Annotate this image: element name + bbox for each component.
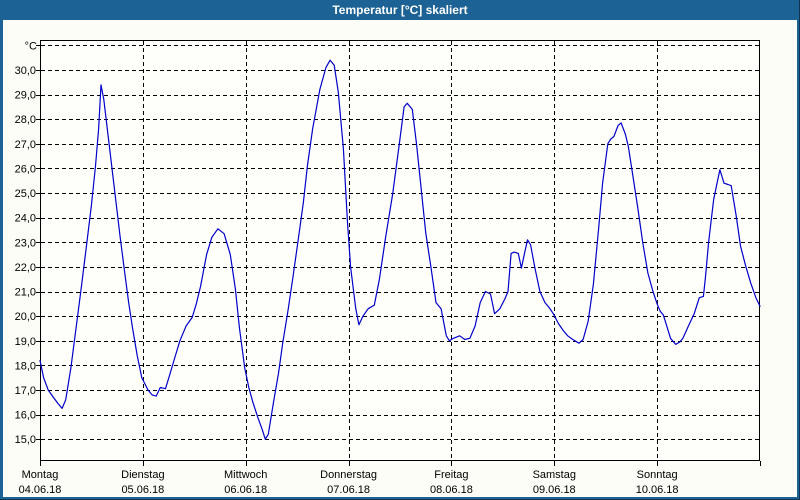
y-tick-label: 17,0 [15, 385, 36, 397]
y-tick-label: 16,0 [15, 410, 36, 422]
y-tick-label: 27,0 [15, 139, 36, 151]
y-tick-label: 21,0 [15, 287, 36, 299]
day-label: Donnerstag [320, 469, 377, 481]
date-label: 05.06.18 [121, 484, 164, 496]
y-axis-unit-label: °C [25, 40, 37, 52]
date-label: 08.06.18 [430, 484, 473, 496]
day-label: Montag [22, 469, 59, 481]
day-label: Sonntag [637, 469, 678, 481]
y-tick-label: 24,0 [15, 213, 36, 225]
y-tick-label: 25,0 [15, 188, 36, 200]
day-label: Samstag [533, 469, 576, 481]
date-label: 09.06.18 [533, 484, 576, 496]
date-label: 10.06.18 [636, 484, 679, 496]
temperature-series [39, 59, 761, 440]
y-tick-label: 22,0 [15, 262, 36, 274]
window-title: Temperatur [°C] skaliert [332, 3, 468, 17]
y-tick-label: 28,0 [15, 114, 36, 126]
window-titlebar[interactable]: Temperatur [°C] skaliert [0, 0, 800, 20]
date-label: 04.06.18 [19, 484, 62, 496]
y-tick-label: 29,0 [15, 90, 36, 102]
day-label: Mittwoch [224, 469, 267, 481]
y-tick-label: 30,0 [15, 65, 36, 77]
date-label: 06.06.18 [224, 484, 267, 496]
chart-content-area: °C 30,0 29,0 28,0 27,0 26,0 25,0 24,0 23,0 22,0 21… [3, 20, 797, 497]
y-tick-label: 23,0 [15, 237, 36, 249]
date-label: 07.06.18 [327, 484, 370, 496]
y-tick-label: 18,0 [15, 360, 36, 372]
day-label: Freitag [434, 469, 468, 481]
temperature-chart: °C 30,0 29,0 28,0 27,0 26,0 25,0 24,0 23,0 22,0 21… [15, 40, 761, 496]
y-tick-label: 20,0 [15, 311, 36, 323]
plot-border [40, 40, 760, 461]
y-tick-label: 19,0 [15, 336, 36, 348]
y-tick-label: 15,0 [15, 434, 36, 446]
day-label: Dienstag [121, 469, 164, 481]
y-tick-label: 26,0 [15, 163, 36, 175]
